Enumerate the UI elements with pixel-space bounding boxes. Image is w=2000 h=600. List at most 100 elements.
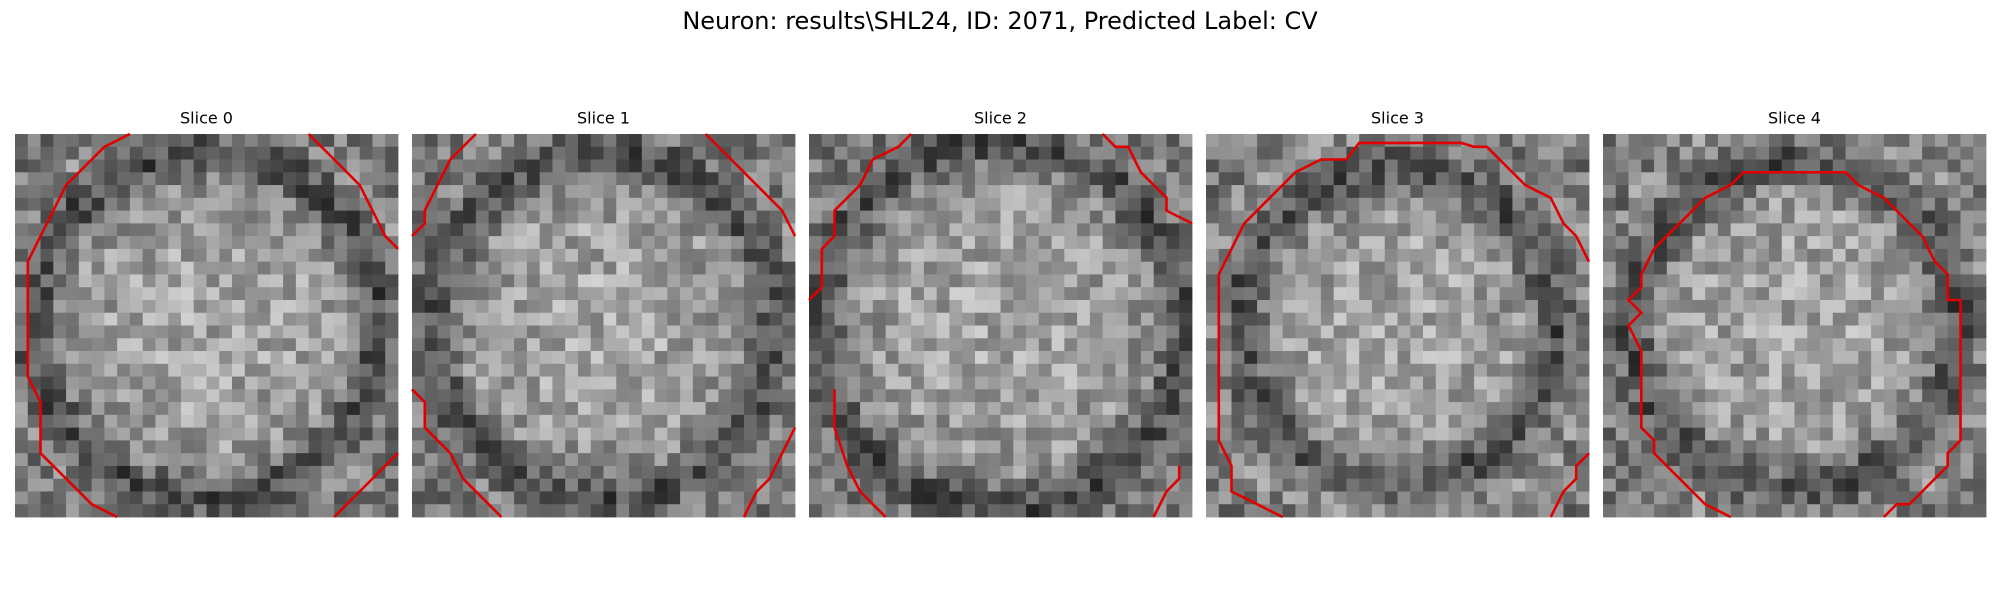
pixel [1512,376,1526,390]
pixel [1794,223,1808,237]
pixel [1603,453,1617,467]
pixel [1947,248,1961,263]
pixel [1615,236,1629,250]
pixel [1461,363,1475,377]
pixel [1128,146,1142,160]
pixel [1333,338,1347,352]
pixel [1615,440,1629,454]
pixel [1628,440,1642,454]
pixel [1295,504,1309,518]
pixel [15,338,29,352]
pixel [692,197,707,211]
pixel [27,465,41,480]
pixel [1896,197,1910,211]
pixel [1832,172,1846,186]
pixel [206,504,220,518]
pixel [1922,223,1936,237]
pixel [1666,274,1680,288]
pixel [1934,491,1949,505]
pixel [705,236,719,250]
pixel [1717,159,1732,173]
pixel [782,351,796,365]
pixel [1435,287,1449,301]
pixel [1435,478,1449,492]
pixel [193,299,207,314]
pixel [244,274,258,288]
pixel [1499,440,1513,454]
pixel [1435,325,1449,339]
pixel [206,210,220,224]
pixel [1013,414,1027,429]
pixel [949,197,963,211]
pixel [1705,159,1719,173]
pixel [308,287,322,301]
pixel [1474,172,1488,186]
pixel [1448,376,1462,390]
pixel [1743,159,1757,173]
pixel [142,363,156,377]
pixel [1628,236,1642,250]
pixel [680,274,694,288]
pixel [1666,172,1680,186]
pixel [1934,338,1949,352]
pixel [1525,427,1539,441]
pixel [463,440,477,454]
pixel [437,376,451,390]
pixel [1128,491,1142,505]
pixel [437,363,451,377]
pixel [1038,248,1052,263]
pixel [1461,389,1475,403]
pixel [1218,414,1232,429]
pixel [1038,299,1052,314]
pixel [1628,351,1642,365]
pixel [1947,389,1961,403]
pixel [1295,197,1309,211]
pixel [1410,312,1424,326]
pixel [219,210,233,224]
pixel [1371,440,1386,454]
pixel [15,236,29,250]
pixel [1410,427,1424,441]
pixel [962,248,976,263]
pixel [1499,504,1513,518]
pixel [1730,236,1744,250]
pixel [987,210,1001,224]
pixel [129,478,144,492]
pixel [756,274,770,288]
pixel [654,325,668,339]
pixel [117,261,131,275]
pixel [1410,223,1424,237]
pixel [974,325,989,339]
pixel [15,414,29,429]
pixel [603,504,617,518]
pixel [1026,134,1040,148]
pixel [1960,146,1974,160]
pixel [577,325,592,339]
pixel [40,504,54,518]
pixel [1512,197,1526,211]
pixel [654,172,668,186]
pixel [1820,134,1834,148]
pixel [1282,453,1296,467]
pixel [834,210,848,224]
pixel [514,427,528,441]
pixel [974,351,989,365]
pixel [577,478,592,492]
pixel [1000,427,1014,441]
pixel [27,414,41,429]
pixel [809,351,823,365]
pixel [1089,389,1104,403]
pixel [219,465,233,480]
pixel [1730,274,1744,288]
pixel [1705,453,1719,467]
pixel [680,185,694,199]
pixel [308,261,322,275]
pixel [974,427,989,441]
pixel [1871,223,1885,237]
pixel [1102,248,1116,263]
contour [704,133,797,237]
pixel [987,363,1001,377]
pixel [193,312,207,326]
pixel [1641,274,1655,288]
pixel [718,440,732,454]
